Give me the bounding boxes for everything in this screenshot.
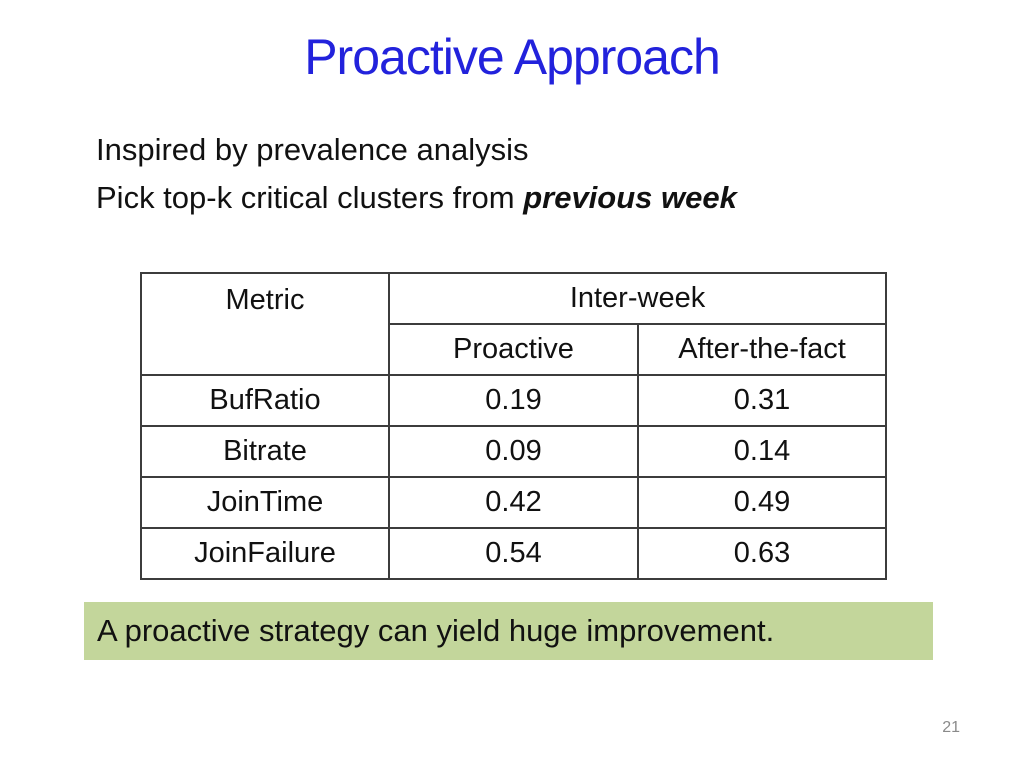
table-row: JoinFailure 0.54 0.63 (140, 527, 888, 580)
callout-banner: A proactive strategy can yield huge impr… (84, 602, 933, 660)
intro-text: Inspired by prevalence analysis Pick top… (96, 126, 737, 222)
intro-line-2: Pick top-k critical clusters from previo… (96, 174, 737, 222)
intro-line-2-prefix: Pick top-k critical clusters from (96, 180, 524, 215)
table-header-interweek: Inter-week (387, 272, 888, 325)
results-table: Metric Inter-week Proactive After-the-fa… (140, 272, 888, 580)
table-header-metric: Metric (140, 272, 390, 376)
intro-line-2-emphasis: previous week (523, 180, 737, 215)
table-header-row-2: Proactive After-the-fact (141, 323, 888, 376)
table-cell-after-the-fact: 0.14 (636, 425, 888, 478)
callout-text: A proactive strategy can yield huge impr… (97, 613, 775, 648)
table-cell-proactive: 0.54 (388, 527, 639, 580)
intro-line-1: Inspired by prevalence analysis (96, 126, 737, 174)
table-row: Bitrate 0.09 0.14 (140, 425, 888, 478)
table-cell-after-the-fact: 0.31 (636, 374, 888, 427)
table-header-proactive: Proactive (388, 323, 639, 376)
page-number: 21 (942, 719, 960, 736)
table-cell-metric: JoinFailure (140, 527, 390, 580)
table-cell-proactive: 0.42 (388, 476, 639, 529)
intro-line-1-text: Inspired by prevalence analysis (96, 132, 529, 167)
table-header-after-the-fact: After-the-fact (636, 323, 888, 376)
table-cell-proactive: 0.19 (388, 374, 639, 427)
table-row: JoinTime 0.42 0.49 (140, 476, 888, 529)
table-header-row-1: Metric Inter-week (140, 272, 888, 376)
table-cell-after-the-fact: 0.63 (636, 527, 888, 580)
table-cell-metric: JoinTime (140, 476, 390, 529)
slide-title: Proactive Approach (304, 29, 721, 85)
table-cell-after-the-fact: 0.49 (636, 476, 888, 529)
table-cell-proactive: 0.09 (388, 425, 639, 478)
table-row: BufRatio 0.19 0.31 (140, 374, 888, 427)
table-cell-metric: BufRatio (140, 374, 390, 427)
table-cell-metric: Bitrate (140, 425, 390, 478)
